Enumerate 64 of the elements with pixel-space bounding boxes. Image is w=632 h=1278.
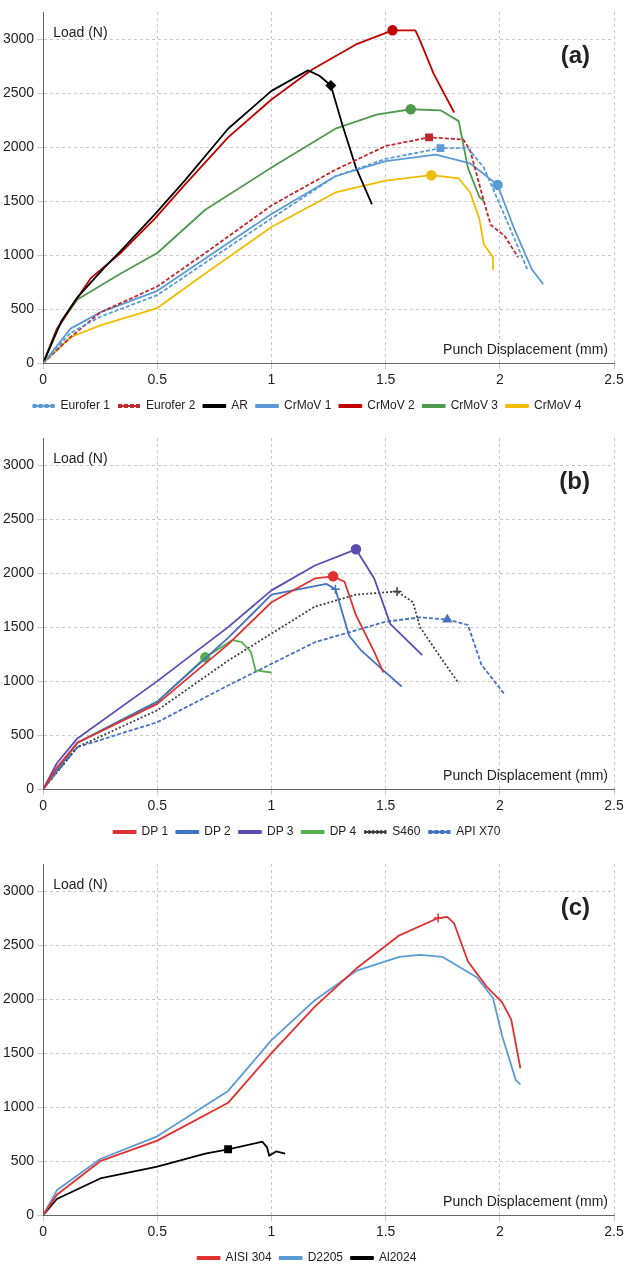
x-axis-title: Punch Displacement (mm) xyxy=(443,767,608,784)
legend-label: DP 1 xyxy=(141,824,169,839)
legend-label: Al2024 xyxy=(379,1250,417,1265)
legend-label: S460 xyxy=(392,824,421,839)
x-tick-label: 1.5 xyxy=(375,1223,396,1240)
y-tick-label: 2000 xyxy=(2,563,35,580)
legend-label: CrMoV 4 xyxy=(534,398,582,413)
x-tick-label: 2 xyxy=(495,1223,504,1240)
y-tick-label: 3000 xyxy=(2,455,35,472)
y-axis-title: Load (N) xyxy=(53,23,108,40)
y-tick-label: 3000 xyxy=(2,881,35,898)
x-tick-label: 0.5 xyxy=(147,1223,168,1240)
annotation: (b) xyxy=(559,466,590,494)
x-axis-title: Punch Displacement (mm) xyxy=(443,341,608,358)
x-tick-label: 0 xyxy=(39,797,48,814)
y-tick-label: 1500 xyxy=(2,617,35,634)
x-tick-label: 2 xyxy=(495,797,504,814)
y-tick-label: 1000 xyxy=(2,246,35,262)
y-tick-label: 3000 xyxy=(2,29,35,46)
legend-label: Eurofer 1 xyxy=(60,398,111,413)
x-tick-label: 0.5 xyxy=(147,371,168,388)
y-tick-label: 0 xyxy=(26,354,35,371)
x-tick-label: 1.5 xyxy=(375,797,396,814)
annotation: (c) xyxy=(560,892,590,920)
x-tick-label: 2 xyxy=(495,371,504,388)
x-tick-label: 2.5 xyxy=(604,1223,624,1240)
x-tick-label: 1 xyxy=(267,371,276,388)
legend-label: D2205 xyxy=(307,1250,344,1265)
x-tick-label: 2.5 xyxy=(604,371,624,388)
y-tick-label: 1000 xyxy=(2,672,35,688)
x-tick-label: 0.5 xyxy=(147,797,168,814)
legend-label: API X70 xyxy=(456,824,501,839)
x-tick-label: 2.5 xyxy=(604,797,624,814)
y-tick-label: 1500 xyxy=(2,1043,35,1060)
y-tick-label: 0 xyxy=(26,780,35,797)
legend-label: DP 2 xyxy=(204,824,232,839)
legend-label: Eurofer 2 xyxy=(145,398,196,413)
y-tick-label: 500 xyxy=(10,726,35,743)
y-tick-label: 2500 xyxy=(2,83,35,100)
y-tick-label: 2500 xyxy=(2,935,35,952)
x-tick-label: 1 xyxy=(267,797,276,814)
y-tick-label: 500 xyxy=(10,1152,35,1169)
x-tick-label: 1 xyxy=(267,1223,276,1240)
legend-label: DP 3 xyxy=(266,824,294,839)
annotation: (a) xyxy=(560,40,590,68)
y-axis-title: Load (N) xyxy=(53,875,108,892)
y-tick-label: 1500 xyxy=(2,191,35,208)
y-tick-label: 0 xyxy=(26,1206,35,1223)
x-tick-label: 0 xyxy=(39,1223,48,1240)
legend-label: CrMoV 3 xyxy=(450,398,499,413)
x-axis-title: Punch Displacement (mm) xyxy=(443,1193,608,1210)
x-tick-label: 0 xyxy=(39,371,48,388)
y-tick-label: 500 xyxy=(10,300,35,317)
legend-label: AISI 304 xyxy=(225,1250,272,1265)
x-tick-label: 1.5 xyxy=(375,371,396,388)
legend-label: CrMoV 1 xyxy=(284,398,332,413)
y-tick-label: 2000 xyxy=(2,989,35,1006)
y-tick-label: 1000 xyxy=(2,1098,35,1114)
legend-label: AR xyxy=(231,398,249,413)
y-tick-label: 2000 xyxy=(2,137,35,154)
legend-label: DP 4 xyxy=(329,824,357,839)
y-tick-label: 2500 xyxy=(2,509,35,526)
y-axis-title: Load (N) xyxy=(53,449,108,466)
legend-label: CrMoV 2 xyxy=(367,398,416,413)
